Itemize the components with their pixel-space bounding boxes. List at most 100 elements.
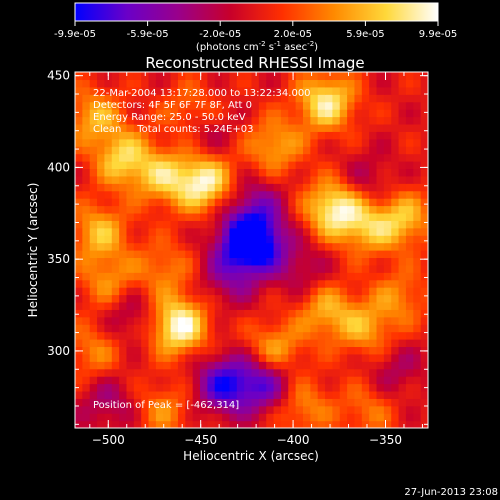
heatmap-cell: [354, 405, 363, 414]
heatmap-cell: [185, 264, 194, 273]
heatmap-cell: [82, 183, 91, 192]
heatmap-cell: [177, 72, 186, 81]
heatmap-cell: [310, 146, 319, 155]
heatmap-cell: [317, 324, 326, 333]
heatmap-cell: [310, 287, 319, 296]
heatmap-cell: [325, 339, 333, 348]
heatmap-cell: [332, 72, 341, 81]
heatmap-cell: [126, 301, 135, 310]
heatmap-cell: [354, 331, 363, 340]
heatmap-cell: [170, 183, 179, 192]
heatmap-cell: [111, 368, 120, 377]
heatmap-cell: [280, 220, 289, 229]
heatmap-cell: [89, 353, 98, 362]
heatmap-cell: [163, 324, 172, 333]
heatmap-cell: [317, 353, 326, 362]
heatmap-cell: [89, 190, 98, 199]
heatmap-cell: [192, 123, 201, 132]
heatmap-cell: [295, 420, 304, 428]
heatmap-cell: [251, 250, 260, 259]
heatmap-cell: [185, 190, 194, 199]
heatmap-cell: [244, 413, 253, 422]
heatmap-cell: [251, 79, 260, 88]
heatmap-cell: [420, 413, 428, 422]
heatmap-cell: [280, 316, 289, 325]
heatmap-cell: [185, 168, 194, 177]
heatmap-cell: [236, 101, 245, 110]
heatmap-cell: [383, 287, 392, 296]
heatmap-cell: [405, 220, 414, 229]
heatmap-cell: [266, 324, 275, 333]
heatmap-cell: [236, 264, 245, 273]
heatmap-cell: [207, 376, 216, 385]
heatmap-cell: [369, 420, 378, 428]
heatmap-cell: [405, 353, 414, 362]
heatmap-cell: [148, 390, 157, 399]
heatmap-cell: [339, 109, 348, 118]
heatmap-cell: [111, 116, 120, 125]
heatmap-cell: [141, 250, 150, 259]
heatmap-cell: [200, 272, 208, 281]
heatmap-cell: [354, 353, 363, 362]
heatmap-cell: [288, 146, 297, 155]
heatmap-cell: [332, 301, 341, 310]
heatmap-cell: [97, 272, 106, 281]
heatmap-cell: [163, 235, 172, 244]
heatmap-cell: [185, 324, 194, 333]
heatmap-cell: [89, 301, 98, 310]
heatmap-cell: [288, 116, 297, 125]
heatmap-cell: [200, 86, 208, 95]
heatmap-cell: [229, 183, 238, 192]
heatmap-cell: [163, 376, 172, 385]
heatmap-cell: [391, 168, 400, 177]
heatmap-cell: [185, 72, 194, 81]
heatmap-cell: [354, 346, 363, 355]
heatmap-cell: [229, 287, 238, 296]
heatmap-cell: [405, 405, 414, 414]
heatmap-cell: [251, 264, 260, 273]
heatmap-cell: [332, 161, 341, 170]
heatmap-cell: [288, 264, 297, 273]
heatmap-cell: [295, 301, 304, 310]
heatmap-cell: [126, 294, 135, 303]
heatmap-cell: [222, 331, 231, 340]
heatmap-cell: [310, 420, 319, 428]
heatmap-cell: [413, 101, 422, 110]
heatmap-cell: [339, 153, 348, 162]
heatmap-cell: [222, 368, 231, 377]
heatmap-cell: [82, 190, 91, 199]
heatmap-cell: [163, 101, 172, 110]
heatmap-cell: [133, 272, 142, 281]
heatmap-cell: [258, 257, 267, 266]
heatmap-cell: [288, 175, 297, 184]
heatmap-cell: [295, 183, 304, 192]
heatmap-cell: [288, 183, 297, 192]
heatmap-cell: [104, 324, 113, 333]
heatmap-cell: [317, 183, 326, 192]
heatmap-cell: [97, 309, 106, 318]
heatmap-cell: [214, 220, 223, 229]
heatmap-cell: [383, 250, 392, 259]
heatmap-cell: [119, 420, 128, 428]
heatmap-cell: [126, 72, 135, 81]
heatmap-cell: [317, 161, 326, 170]
heatmap-cell: [133, 353, 142, 362]
heatmap-cell: [148, 153, 157, 162]
heatmap-cell: [97, 420, 106, 428]
heatmap-cell: [119, 390, 128, 399]
heatmap-cell: [302, 161, 311, 170]
heatmap-cell: [398, 183, 407, 192]
heatmap-cell: [222, 287, 231, 296]
heatmap-cell: [302, 420, 311, 428]
heatmap-cell: [361, 361, 370, 370]
heatmap-cell: [97, 146, 106, 155]
heatmap-cell: [317, 227, 326, 236]
heatmap-cell: [251, 146, 260, 155]
heatmap-cell: [413, 413, 422, 422]
heatmap-cell: [317, 131, 326, 140]
heatmap-cell: [369, 398, 378, 407]
heatmap-cell: [258, 368, 267, 377]
heatmap-cell: [361, 235, 370, 244]
heatmap-cell: [332, 250, 341, 259]
heatmap-cell: [413, 390, 422, 399]
